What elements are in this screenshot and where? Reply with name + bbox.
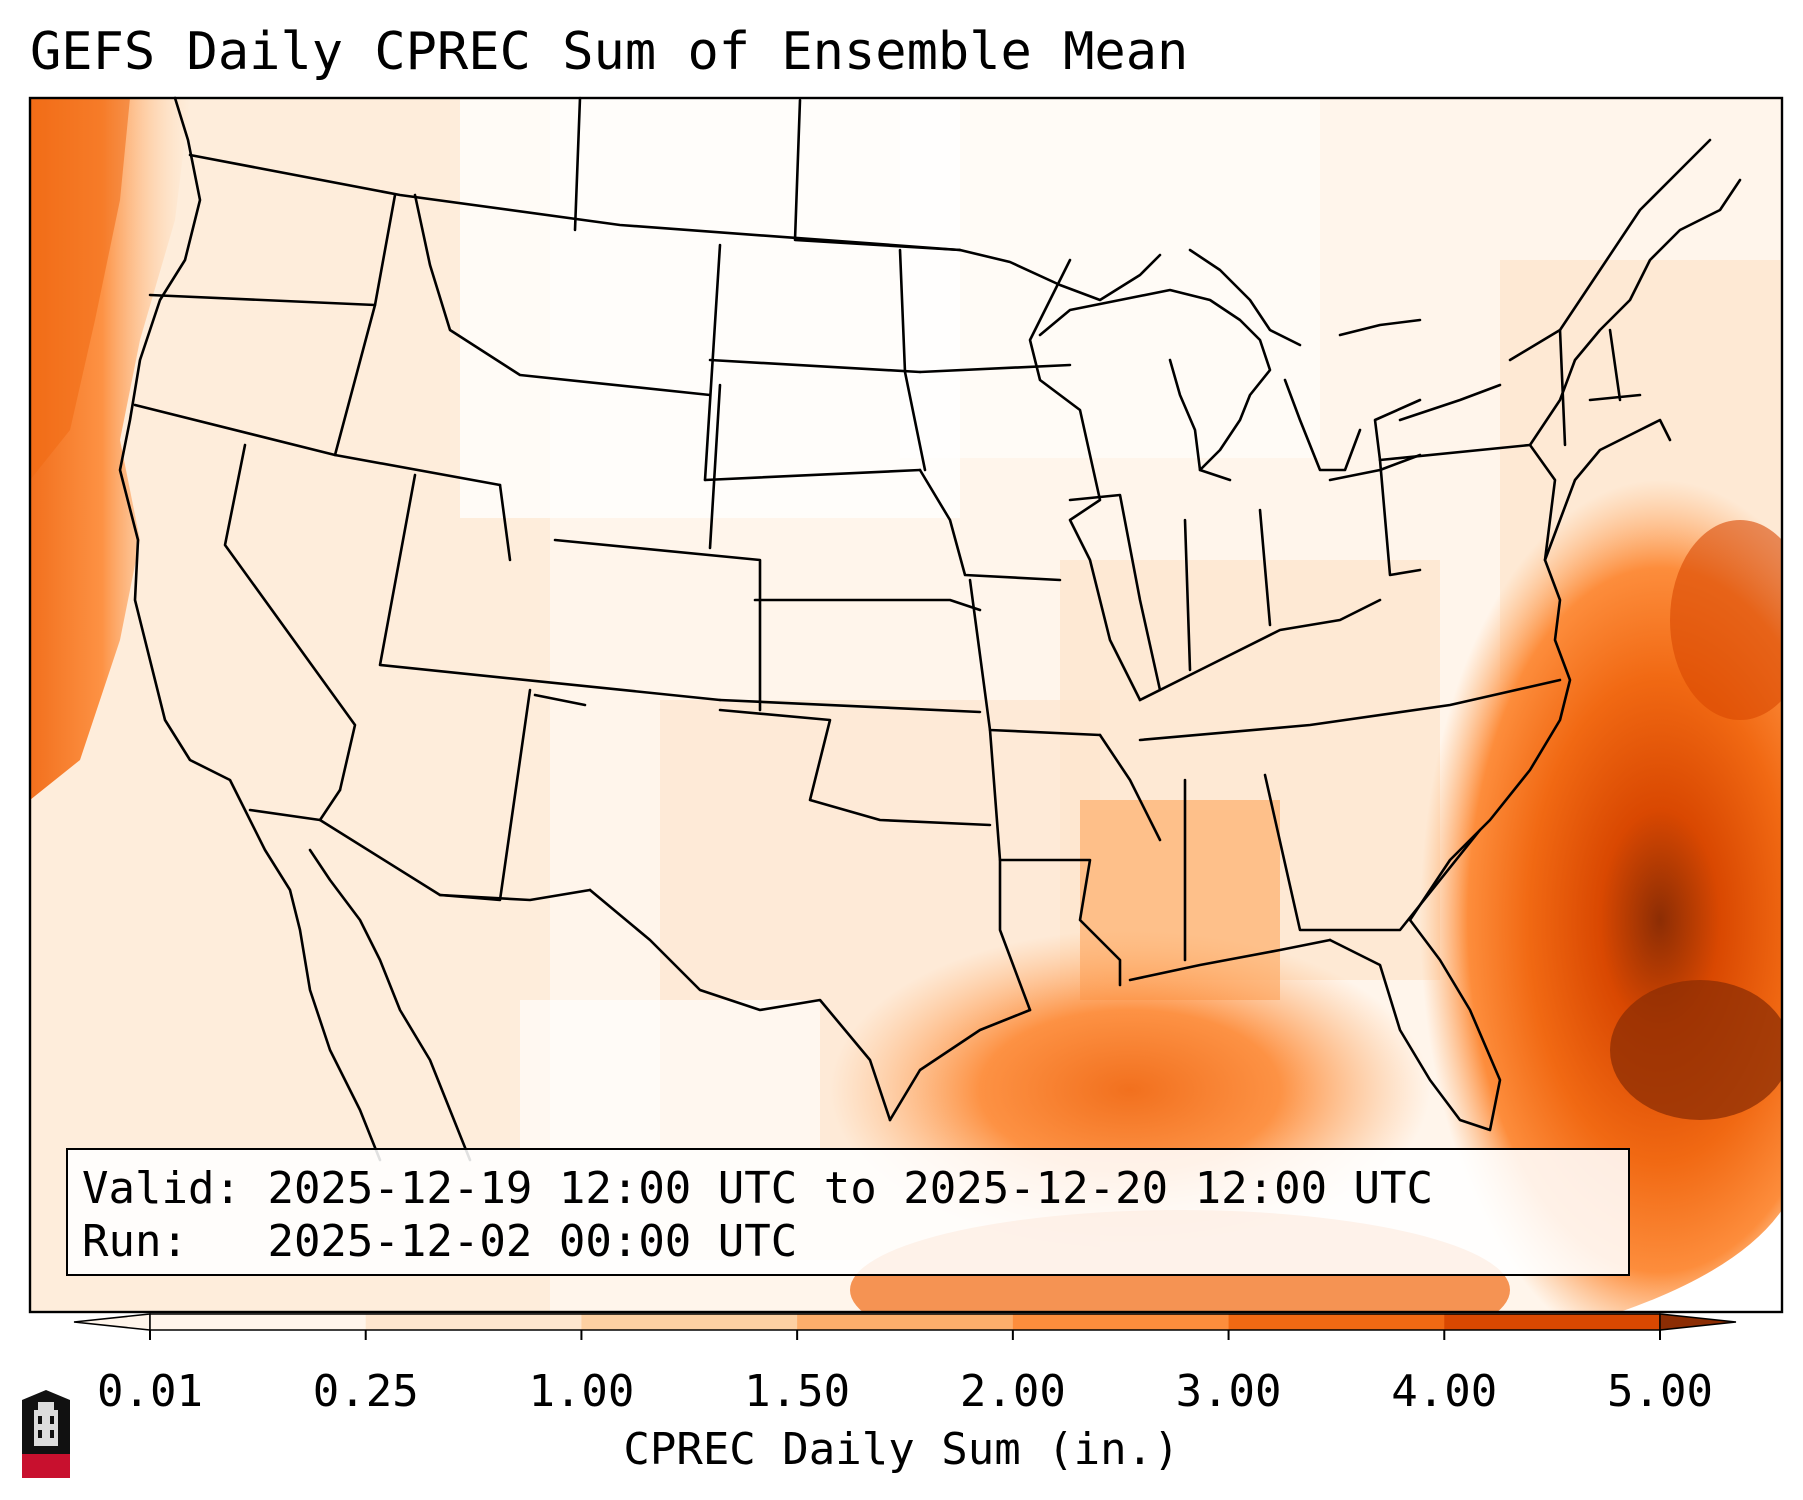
colorbar-tick-label: 5.00 [1607,1366,1713,1417]
valid-row: Valid: 2025-12-19 12:00 UTC to 2025-12-2… [82,1162,1614,1215]
colorbar-segment [150,1314,367,1330]
validity-box: Valid: 2025-12-19 12:00 UTC to 2025-12-2… [66,1148,1630,1276]
run-value: 2025-12-02 00:00 UTC [267,1216,798,1267]
colorbar-segment [797,1314,1014,1330]
colorbar-segment [1012,1314,1230,1330]
colorbar-tick-label: 0.25 [312,1366,419,1417]
colorbar-tick-label: 0.01 [97,1366,203,1417]
valid-label: Valid: [82,1163,241,1214]
colorbar-tick-label: 3.00 [1175,1366,1282,1417]
state-boundaries [118,96,1742,1162]
colorbar-segment [1444,1314,1661,1330]
colorbar-segment [581,1314,798,1330]
colorbar-segment [1228,1314,1445,1330]
colorbar [73,1313,1737,1340]
map-frame [28,96,1784,1314]
page-title: GEFS Daily CPREC Sum of Ensemble Mean [30,22,1189,82]
colorbar-tick-label: 1.00 [528,1366,635,1417]
colorbar-tick-label: 4.00 [1391,1366,1498,1417]
colorbar-title: CPREC Daily Sum (in.) [623,1424,1180,1475]
colorbar-extend-low [73,1313,151,1331]
colorbar-extend-high [1659,1313,1737,1331]
colorbar-tick-label: 2.00 [959,1366,1066,1417]
colorbar-segment [365,1314,582,1330]
niu-logo-icon [22,1390,70,1478]
run-label: Run: [82,1216,241,1267]
valid-value: 2025-12-19 12:00 UTC to 2025-12-20 12:00… [267,1163,1434,1214]
colorbar-tick-label: 1.50 [744,1366,851,1417]
run-row: Run: 2025-12-02 00:00 UTC [82,1215,1614,1268]
